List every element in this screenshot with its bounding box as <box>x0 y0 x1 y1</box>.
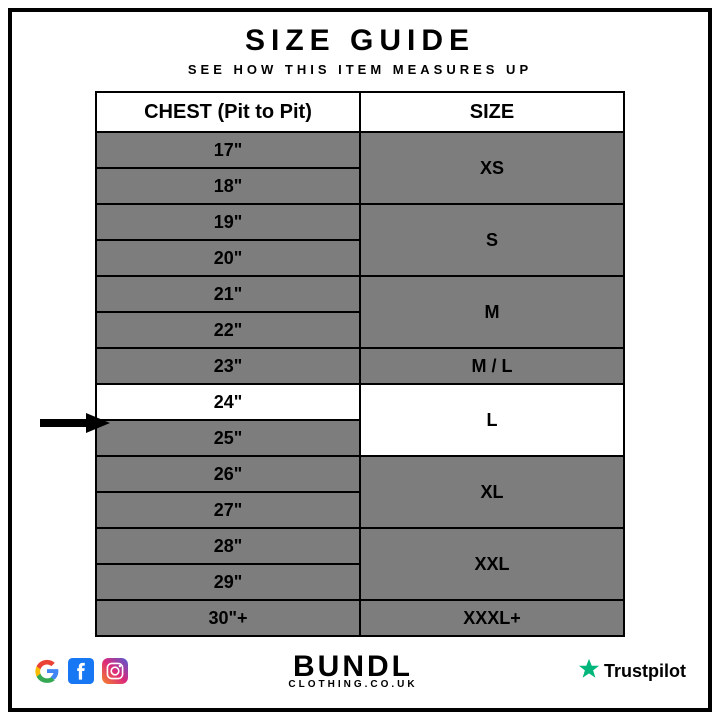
size-table: CHEST (Pit to Pit) SIZE 17" XS 18" 19" S… <box>95 91 625 637</box>
trustpilot-star-icon <box>578 658 600 685</box>
table-header-row: CHEST (Pit to Pit) SIZE <box>96 92 624 132</box>
footer: BUNDL CLOTHING.CO.UK Trustpilot <box>12 652 708 690</box>
size-cell: XXXL+ <box>360 600 624 636</box>
brand-logo: BUNDL CLOTHING.CO.UK <box>288 652 417 690</box>
chest-cell: 30"+ <box>96 600 360 636</box>
chest-cell: 18" <box>96 168 360 204</box>
chest-cell: 19" <box>96 204 360 240</box>
chest-cell: 17" <box>96 132 360 168</box>
google-icon <box>34 658 60 684</box>
col-size: SIZE <box>360 92 624 132</box>
brand-url: CLOTHING.CO.UK <box>288 680 417 690</box>
chest-cell: 29" <box>96 564 360 600</box>
trustpilot-label: Trustpilot <box>604 661 686 682</box>
size-cell: L <box>360 384 624 456</box>
chest-cell: 23" <box>96 348 360 384</box>
chest-cell: 28" <box>96 528 360 564</box>
instagram-icon <box>102 658 128 684</box>
chest-cell: 27" <box>96 492 360 528</box>
page-title: SIZE GUIDE <box>12 24 708 58</box>
size-table-wrap: CHEST (Pit to Pit) SIZE 17" XS 18" 19" S… <box>95 91 625 637</box>
page-subtitle: SEE HOW THIS ITEM MEASURES UP <box>12 62 708 77</box>
chest-cell: 21" <box>96 276 360 312</box>
chest-cell: 25" <box>96 420 360 456</box>
col-chest: CHEST (Pit to Pit) <box>96 92 360 132</box>
arrow-indicator-icon <box>40 413 110 433</box>
size-cell: M <box>360 276 624 348</box>
brand-name: BUNDL <box>288 652 417 682</box>
size-cell: XXL <box>360 528 624 600</box>
trustpilot-badge: Trustpilot <box>578 658 686 685</box>
guide-frame: SIZE GUIDE SEE HOW THIS ITEM MEASURES UP… <box>8 8 712 712</box>
size-cell: XS <box>360 132 624 204</box>
chest-cell: 26" <box>96 456 360 492</box>
size-cell: M / L <box>360 348 624 384</box>
size-cell: S <box>360 204 624 276</box>
chest-cell: 20" <box>96 240 360 276</box>
chest-cell: 22" <box>96 312 360 348</box>
facebook-icon <box>68 658 94 684</box>
social-icons <box>34 658 128 684</box>
chest-cell-highlight: 24" <box>96 384 360 420</box>
size-cell: XL <box>360 456 624 528</box>
